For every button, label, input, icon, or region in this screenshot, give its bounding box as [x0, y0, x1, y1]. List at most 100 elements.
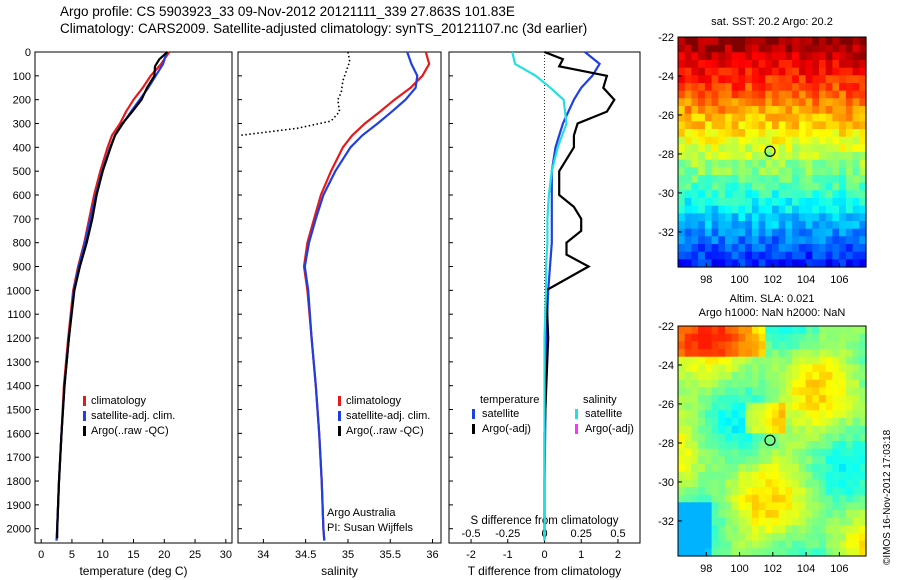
map-cell	[859, 479, 867, 488]
map-cell	[691, 198, 699, 207]
map-cell	[832, 259, 840, 268]
map-cell	[704, 221, 713, 230]
map-cell	[758, 159, 766, 168]
map-cell	[785, 441, 793, 450]
map-cell	[684, 129, 692, 138]
map-cell	[832, 517, 840, 526]
map-cell	[765, 395, 773, 404]
map-cell	[731, 326, 739, 335]
map-cell	[852, 251, 860, 260]
map-cell	[745, 60, 753, 69]
map-cell	[718, 402, 726, 411]
map-cell	[792, 510, 800, 519]
map-cell	[772, 433, 780, 442]
map-cell	[725, 152, 733, 161]
map-cell	[684, 540, 692, 549]
map-cell	[684, 83, 692, 92]
map-cell	[731, 52, 739, 61]
map-cell	[798, 356, 807, 365]
map-cell	[691, 67, 699, 76]
map-cell	[819, 441, 827, 450]
map-cell	[765, 533, 773, 542]
map-cell	[839, 228, 847, 237]
map-cell	[704, 37, 713, 46]
map-cell	[798, 326, 807, 335]
map-cell	[798, 52, 807, 61]
map-cell	[845, 159, 854, 168]
map-cell	[859, 182, 867, 191]
map-cell	[778, 60, 786, 69]
map-cell	[711, 402, 719, 411]
depth-tick-label: 1200	[7, 333, 31, 345]
map-cell	[751, 67, 760, 76]
map-cell	[839, 464, 847, 473]
map-cell	[704, 83, 713, 92]
map-cell	[698, 379, 706, 388]
map-x-tick-label: 98	[700, 274, 712, 286]
map-cell	[738, 175, 746, 184]
map-cell	[765, 418, 773, 427]
map-cell	[691, 175, 699, 184]
map-cell	[792, 433, 800, 442]
map-cell	[839, 182, 847, 191]
map-cell	[711, 425, 719, 434]
map-cell	[704, 533, 713, 542]
map-cell	[698, 395, 706, 404]
map-cell	[832, 83, 840, 92]
map-cell	[805, 456, 813, 465]
map-cell	[725, 44, 733, 53]
map-cell	[684, 98, 692, 107]
map-cell	[792, 349, 800, 358]
map-cell	[819, 60, 827, 69]
map-cell	[845, 387, 854, 396]
map-cell	[731, 548, 739, 557]
map-cell	[778, 410, 786, 419]
map-cell	[704, 98, 713, 107]
map-cell	[819, 190, 827, 199]
map-cell	[718, 364, 726, 373]
map-cell	[812, 244, 820, 253]
map-cell	[825, 540, 833, 549]
map-cell	[798, 479, 807, 488]
map-cell	[798, 548, 807, 557]
map-cell	[859, 152, 867, 161]
map-cell	[845, 441, 854, 450]
map-cell	[678, 152, 686, 161]
map-cell	[691, 326, 699, 335]
map-cell	[792, 159, 800, 168]
map-cell	[825, 60, 833, 69]
map-cell	[698, 433, 706, 442]
map-cell	[765, 106, 773, 115]
map-cell	[785, 349, 793, 358]
map-cell	[751, 517, 760, 526]
map-cell	[832, 121, 840, 130]
map-cell	[825, 525, 833, 534]
map-cell	[751, 182, 760, 191]
map-cell	[745, 113, 753, 122]
map-cell	[758, 37, 766, 46]
map-cell	[792, 205, 800, 214]
map-cell	[718, 244, 726, 253]
map-cell	[772, 464, 780, 473]
map-cell	[684, 441, 692, 450]
map-cell	[698, 372, 706, 381]
map-cell	[839, 121, 847, 130]
map-cell	[798, 433, 807, 442]
map-cell	[852, 395, 860, 404]
map-cell	[832, 410, 840, 419]
map-cell	[845, 144, 854, 153]
map-cell	[778, 106, 786, 115]
map-cell	[684, 259, 692, 268]
map-cell	[678, 517, 686, 526]
map-cell	[785, 106, 793, 115]
map-cell	[825, 182, 833, 191]
map-cell	[785, 259, 793, 268]
map-cell	[825, 213, 833, 222]
depth-tick-label: 800	[13, 238, 31, 250]
map-cell	[859, 37, 867, 46]
map-cell	[839, 456, 847, 465]
map-cell	[792, 213, 800, 222]
map-cell	[691, 356, 699, 365]
map-cell	[725, 448, 733, 457]
map-cell	[839, 433, 847, 442]
